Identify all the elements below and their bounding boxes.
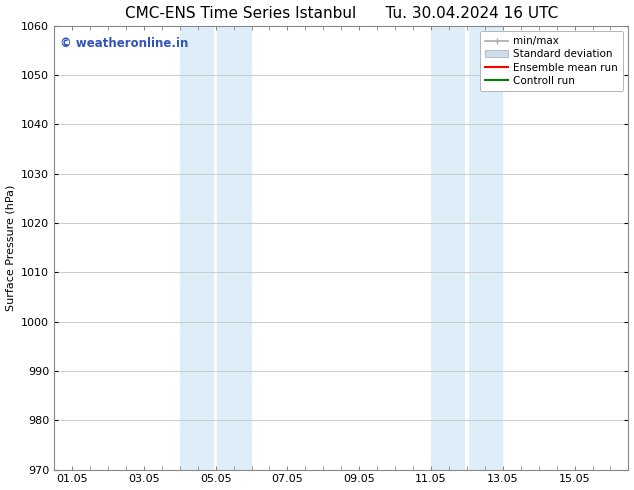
Bar: [431, 26, 465, 469]
Bar: [469, 26, 503, 469]
Bar: [179, 26, 214, 469]
Text: © weatheronline.in: © weatheronline.in: [60, 37, 188, 50]
Title: CMC-ENS Time Series Istanbul      Tu. 30.04.2024 16 UTC: CMC-ENS Time Series Istanbul Tu. 30.04.2…: [125, 5, 558, 21]
Legend: min/max, Standard deviation, Ensemble mean run, Controll run: min/max, Standard deviation, Ensemble me…: [480, 31, 623, 91]
Bar: [217, 26, 252, 469]
Y-axis label: Surface Pressure (hPa): Surface Pressure (hPa): [6, 185, 16, 311]
